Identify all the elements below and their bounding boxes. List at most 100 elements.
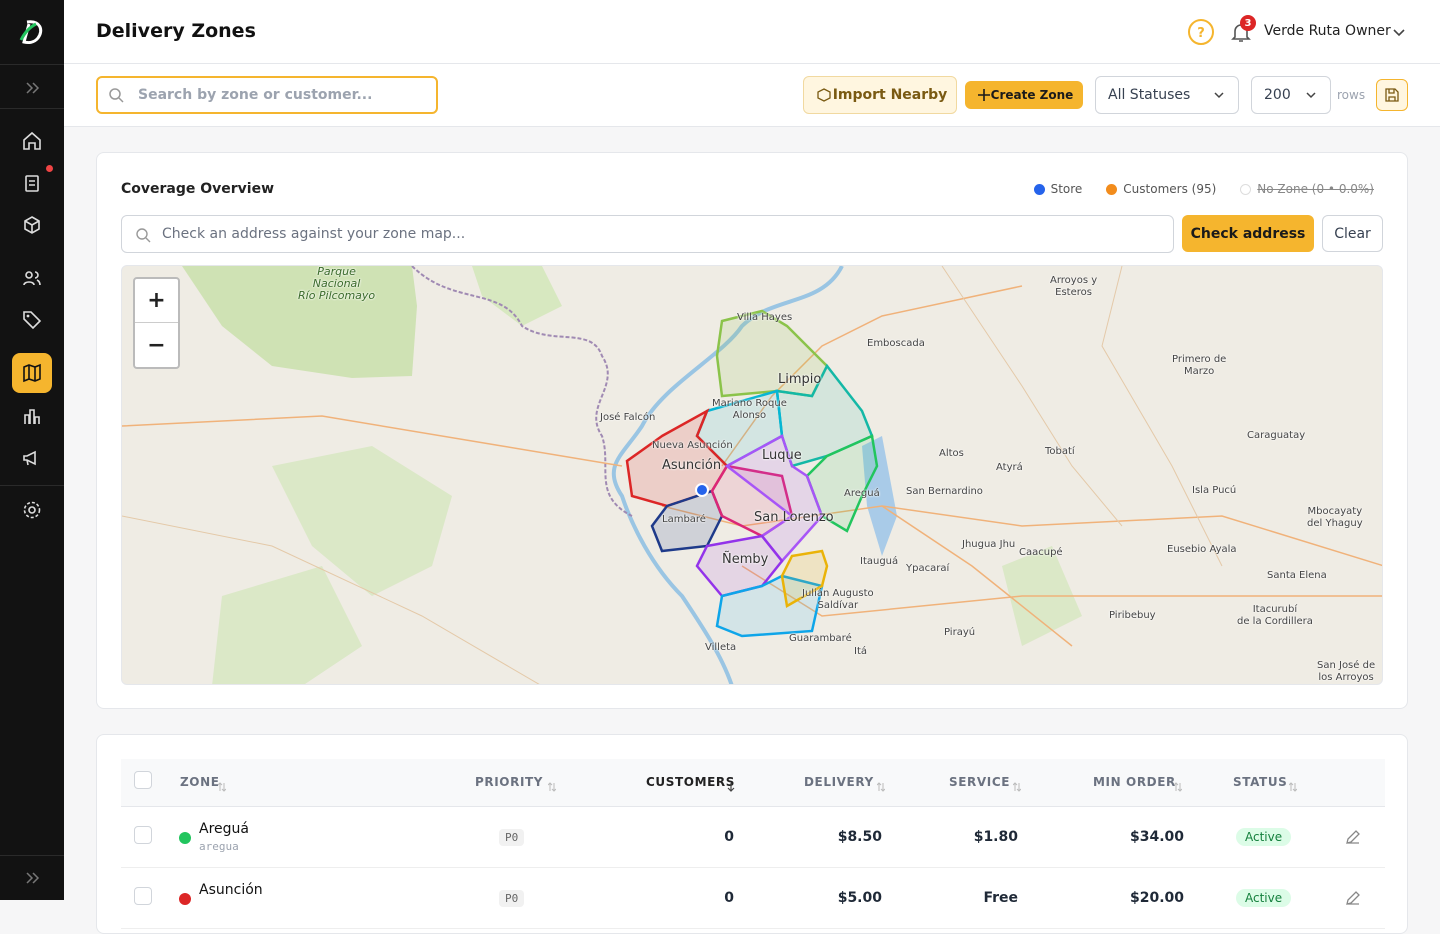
- map[interactable]: Parque Nacional Río Pilcomayo Villa Hayes…: [121, 265, 1383, 685]
- logo: [19, 20, 43, 44]
- row-checkbox[interactable]: [134, 826, 152, 844]
- service-cell: $1.80: [973, 829, 1018, 845]
- orders-icon[interactable]: [20, 171, 44, 195]
- column-header[interactable]: PRIORITY: [475, 775, 544, 789]
- column-header[interactable]: SERVICE: [949, 775, 1011, 789]
- sort-icon: [727, 777, 735, 792]
- check-label: Check address: [1190, 225, 1306, 242]
- settings-icon[interactable]: [20, 498, 44, 522]
- chevron-icon: [1393, 29, 1405, 37]
- save-icon: [1385, 88, 1399, 102]
- column-header[interactable]: CUSTOMERS: [646, 775, 736, 789]
- import-icon: [817, 88, 831, 102]
- sort-icon: [876, 777, 886, 792]
- map-label: Primero de Marzo: [1172, 354, 1227, 377]
- search-input[interactable]: Search by zone or customer...: [96, 76, 438, 114]
- edit-icon[interactable]: [1345, 890, 1361, 906]
- status-badge: Active: [1236, 828, 1292, 846]
- map-label: Atyrá: [996, 462, 1023, 473]
- map-label: Altos: [939, 448, 964, 459]
- min-order-cell: $34.00: [1129, 829, 1184, 845]
- coverage-title: Coverage Overview: [121, 181, 275, 197]
- check-address-button[interactable]: Check address: [1182, 215, 1314, 252]
- map-label: Guarambaré: [789, 633, 852, 644]
- home-icon[interactable]: [20, 129, 44, 153]
- zone-name: Areguá: [199, 821, 249, 837]
- active-nav[interactable]: [12, 353, 52, 393]
- address-placeholder: Check an address against your zone map..…: [162, 226, 466, 242]
- map-label: Emboscada: [867, 338, 925, 349]
- user-menu[interactable]: Verde Ruta Owner: [1264, 23, 1391, 39]
- address-input[interactable]: Check an address against your zone map..…: [121, 215, 1174, 253]
- rows-label: rows: [1337, 88, 1366, 102]
- zone-name: Asunción: [199, 882, 263, 898]
- toolbar: Search by zone or customer... Import Nea…: [64, 64, 1440, 127]
- legend-swatch: [1106, 183, 1118, 195]
- sidebar: [0, 0, 64, 900]
- map-label: Villeta: [705, 642, 737, 653]
- zone-slug: aregua: [199, 840, 239, 853]
- expand-icon[interactable]: [20, 76, 44, 100]
- map-label: Asunción: [662, 458, 722, 473]
- help-icon[interactable]: ?: [1187, 18, 1215, 46]
- rows-select[interactable]: 200: [1251, 76, 1331, 114]
- chevron-icon: [1214, 92, 1224, 99]
- row-checkbox[interactable]: [134, 887, 152, 905]
- reports-icon[interactable]: [20, 404, 44, 428]
- rows-value: 200: [1264, 87, 1291, 103]
- map-label: Lambaré: [662, 514, 706, 525]
- priority-badge: P0: [499, 829, 525, 846]
- import-label: Import Nearby: [832, 87, 948, 103]
- table-header: [121, 759, 1385, 807]
- customers-icon[interactable]: [20, 266, 44, 290]
- zones-icon[interactable]: [20, 361, 44, 385]
- marketing-icon[interactable]: [20, 446, 44, 470]
- map-label: Parque Nacional Río Pilcomayo: [298, 265, 376, 302]
- map-label: Santa Elena: [1267, 570, 1327, 581]
- header-row: ZONE PRIORITY CUSTOMERS DELIVERY SERVICE MIN …: [97, 751, 1409, 799]
- svg-text:?: ?: [1197, 26, 1205, 41]
- column-header[interactable]: ZONE: [180, 775, 220, 789]
- column-header[interactable]: DELIVERY: [804, 775, 874, 789]
- map-label: Caraguatay: [1247, 430, 1306, 441]
- map-label: Ypacaraí: [906, 563, 950, 574]
- status-badge: Active: [1236, 889, 1292, 907]
- delivery-cell: $8.50: [837, 829, 882, 845]
- service-cell: Free: [983, 890, 1018, 906]
- clear-label: Clear: [1334, 225, 1371, 242]
- map-label: Julián Augusto Saldívar: [802, 588, 874, 611]
- column-header[interactable]: STATUS: [1233, 775, 1288, 789]
- search-icon: [109, 88, 124, 103]
- map-label: Itacurubí de la Cordillera: [1237, 604, 1313, 627]
- legend-item[interactable]: Customers (95): [1106, 182, 1216, 196]
- table-row: Asunción P0 0 $5.00 Free $20.00 Active: [121, 868, 1385, 929]
- zone-dot: [179, 832, 191, 844]
- legend: Store Customers (95) No Zone (0 • 0.0%): [1033, 182, 1374, 196]
- status-select[interactable]: All Statuses: [1095, 76, 1239, 114]
- map-label: Jhugua Jhu: [962, 539, 1016, 550]
- clear-button[interactable]: Clear: [1322, 215, 1383, 252]
- map-label: Luque: [762, 448, 802, 463]
- legend-item[interactable]: No Zone (0 • 0.0%): [1240, 182, 1374, 196]
- products-icon[interactable]: [20, 213, 44, 237]
- zoom-out-button[interactable]: −: [147, 332, 166, 358]
- map-label: Ñemby: [722, 552, 769, 567]
- sort-icon: [1174, 777, 1183, 792]
- collapse-icon[interactable]: [20, 866, 44, 890]
- tags-icon[interactable]: [20, 308, 44, 332]
- select-all-checkbox[interactable]: [134, 771, 152, 789]
- column-header[interactable]: MIN ORDER: [1093, 775, 1176, 789]
- customers-cell: 0: [724, 890, 734, 906]
- edit-icon[interactable]: [1345, 829, 1361, 845]
- save-button[interactable]: [1376, 79, 1408, 111]
- map-tiles: [122, 266, 1382, 684]
- zoom-in-button[interactable]: +: [135, 279, 178, 323]
- chevron-icon: [1306, 92, 1316, 99]
- import-nearby-button[interactable]: Import Nearby: [803, 76, 957, 114]
- legend-item[interactable]: Store: [1033, 182, 1082, 196]
- map-label: Villa Hayes: [737, 312, 793, 323]
- notification-badge: 3: [1240, 15, 1256, 31]
- map-label: Piribebuy: [1109, 610, 1156, 621]
